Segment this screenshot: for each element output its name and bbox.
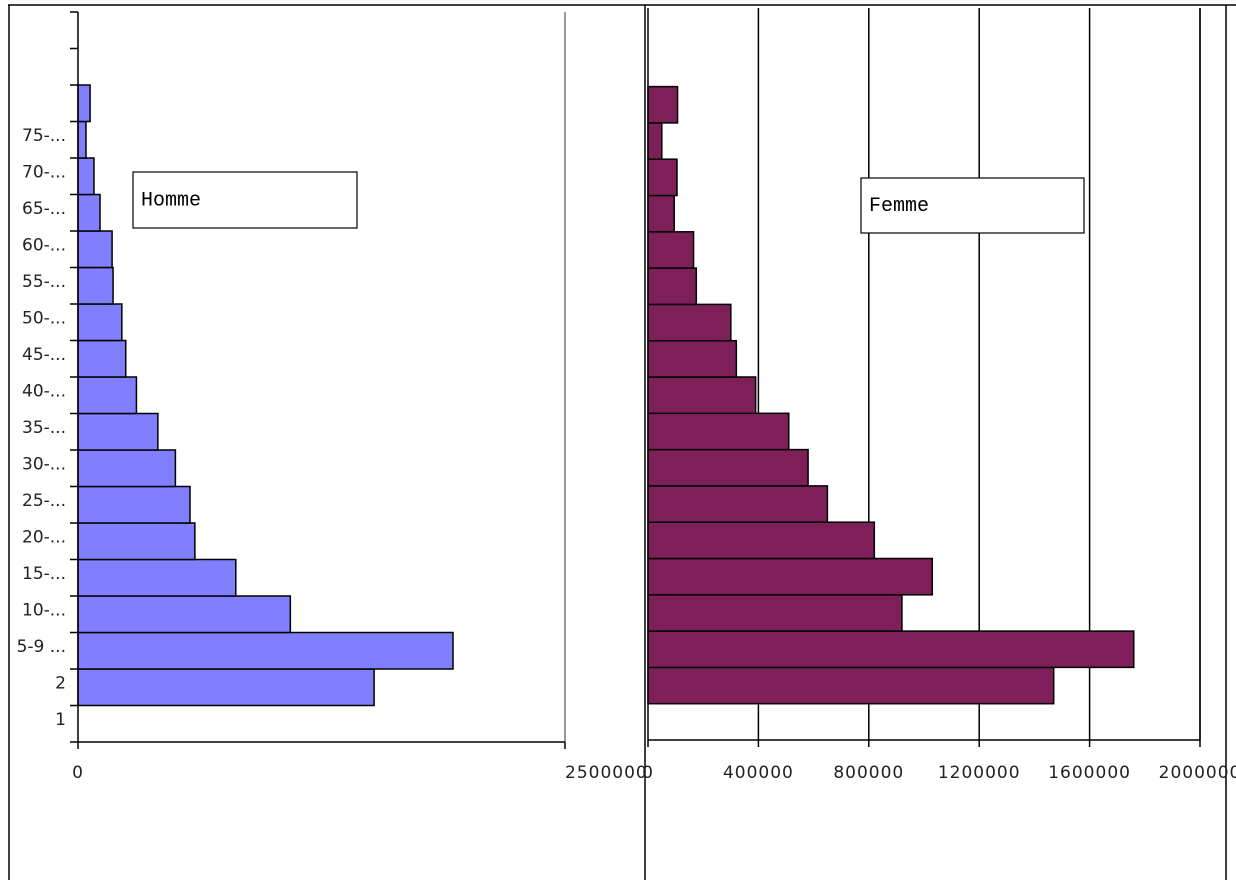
bar <box>647 521 876 560</box>
bar <box>77 558 237 597</box>
y-tick-label: 55-... <box>22 272 66 292</box>
bar <box>77 376 138 415</box>
bar <box>77 230 113 269</box>
x-tick-label: 2000000 <box>1159 763 1236 783</box>
bar <box>647 594 903 632</box>
y-tick-label: 5-9 ... <box>17 637 66 657</box>
bar <box>77 339 127 378</box>
y-tick-label: 2 <box>55 673 66 693</box>
x-tick-label: 2500000 <box>565 763 648 783</box>
bar <box>77 120 87 159</box>
y-tick-label: 50-... <box>22 308 66 328</box>
bar <box>77 522 196 561</box>
y-tick-label: 1 <box>55 710 66 730</box>
bar <box>647 122 663 160</box>
bar <box>77 266 114 305</box>
bar <box>647 630 1135 669</box>
y-tick-label: 60-... <box>22 235 66 255</box>
x-tick-label: 800000 <box>833 763 904 783</box>
y-tick-label: 35-... <box>22 418 66 438</box>
y-tick-label: 40-... <box>22 381 66 401</box>
x-tick-label: 0 <box>72 763 84 783</box>
y-tick-label: 10-... <box>22 600 66 620</box>
x-tick-label: 1600000 <box>1048 763 1131 783</box>
x-tick-label: 0 <box>642 763 654 783</box>
x-tick-label: 1200000 <box>938 763 1021 783</box>
bar <box>647 158 678 197</box>
x-tick-label: 400000 <box>723 763 794 783</box>
bar <box>647 267 698 306</box>
bar <box>77 631 454 670</box>
bar <box>77 449 177 488</box>
bar <box>647 666 1055 705</box>
bar <box>647 485 829 523</box>
y-tick-label: 45-... <box>22 345 66 365</box>
bar <box>647 557 934 596</box>
legend-text: Homme <box>141 189 201 212</box>
y-tick-label: 20-... <box>22 527 66 547</box>
bar <box>77 303 123 342</box>
bar <box>647 194 675 233</box>
y-tick-label: 30-... <box>22 454 66 474</box>
bar <box>647 376 757 415</box>
bar <box>77 595 292 634</box>
y-tick-label: 75-... <box>22 126 66 146</box>
bar <box>647 303 732 342</box>
legend-box <box>132 171 358 229</box>
bar <box>77 193 101 232</box>
y-tick-label: 25-... <box>22 491 66 511</box>
bar <box>647 412 790 451</box>
legend-text: Femme <box>869 195 929 218</box>
bar <box>77 157 95 196</box>
y-tick-label: 70-... <box>22 162 66 182</box>
bar <box>77 668 375 707</box>
bar <box>647 231 695 269</box>
bar <box>647 339 738 378</box>
legend-box <box>860 177 1085 234</box>
bar <box>77 412 159 451</box>
y-tick-label: 15-... <box>22 564 66 584</box>
bar <box>77 84 91 123</box>
y-tick-label: 65-... <box>22 199 66 219</box>
bar <box>647 448 809 487</box>
bar <box>77 485 191 524</box>
bar <box>647 85 679 124</box>
